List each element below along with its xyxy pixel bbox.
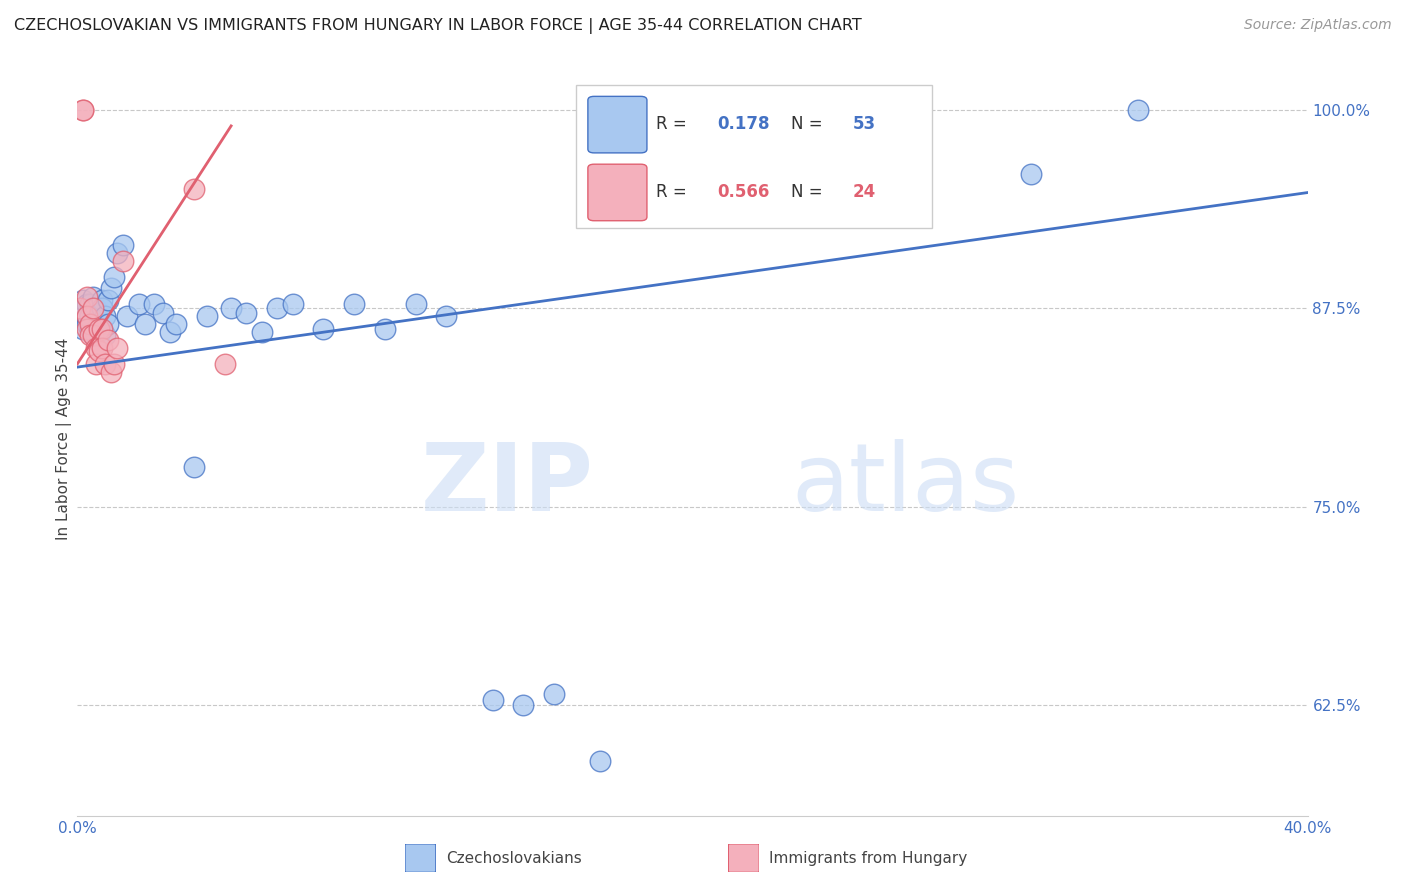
Point [312, 322, 335, 336]
Point [103, 357, 125, 371]
Point [100, 365, 122, 379]
Point [79, 328, 101, 343]
Point [436, 310, 458, 324]
Point [97, 318, 120, 332]
Point [90, 293, 114, 308]
Text: 0.178: 0.178 [717, 115, 769, 133]
Point [82, 290, 104, 304]
Point [90, 341, 114, 355]
Point [1019, 167, 1042, 181]
Point [128, 296, 150, 310]
Point [112, 253, 135, 268]
Point [405, 296, 427, 310]
Point [90, 322, 114, 336]
FancyBboxPatch shape [575, 85, 932, 228]
Point [100, 281, 122, 295]
Text: 24: 24 [852, 183, 876, 201]
Point [250, 325, 273, 339]
Point [103, 269, 125, 284]
Point [76, 318, 98, 332]
Point [72, 322, 94, 336]
Text: 53: 53 [852, 115, 876, 133]
FancyBboxPatch shape [405, 844, 436, 872]
Text: R =: R = [655, 183, 692, 201]
Point [87, 328, 110, 343]
Point [94, 310, 117, 324]
Point [266, 301, 288, 316]
Point [84, 341, 107, 355]
Point [84, 328, 107, 343]
Point [87, 306, 110, 320]
Point [97, 293, 120, 308]
FancyBboxPatch shape [588, 96, 647, 153]
Point [105, 341, 128, 355]
Point [76, 296, 98, 310]
Text: atlas: atlas [792, 439, 1019, 531]
Point [115, 310, 138, 324]
Point [134, 318, 156, 332]
Point [105, 245, 128, 260]
Point [76, 310, 98, 324]
Point [219, 301, 242, 316]
Point [87, 344, 110, 359]
Point [72, 293, 94, 308]
Point [79, 318, 101, 332]
Point [76, 322, 98, 336]
Point [72, 103, 94, 117]
Point [281, 296, 304, 310]
FancyBboxPatch shape [728, 844, 759, 872]
Text: N =: N = [792, 115, 828, 133]
Point [84, 301, 107, 316]
Text: N =: N = [792, 183, 828, 201]
Point [143, 296, 166, 310]
Point [84, 322, 107, 336]
Point [165, 318, 187, 332]
Point [1128, 103, 1150, 117]
Text: 0.566: 0.566 [717, 183, 769, 201]
Point [69, 306, 91, 320]
Point [76, 290, 98, 304]
Point [82, 328, 104, 343]
Point [90, 301, 114, 316]
Point [82, 301, 104, 316]
Point [183, 460, 205, 475]
Point [543, 687, 565, 701]
Point [97, 333, 120, 347]
Point [94, 328, 117, 343]
Point [84, 357, 107, 371]
Point [159, 325, 181, 339]
Point [87, 322, 110, 336]
Y-axis label: In Labor Force | Age 35-44: In Labor Force | Age 35-44 [56, 338, 72, 541]
Text: R =: R = [655, 115, 692, 133]
Point [69, 301, 91, 316]
Point [94, 357, 117, 371]
Text: Immigrants from Hungary: Immigrants from Hungary [769, 851, 967, 865]
Point [90, 322, 114, 336]
Point [481, 693, 503, 707]
Point [152, 306, 174, 320]
Text: Source: ZipAtlas.com: Source: ZipAtlas.com [1244, 18, 1392, 32]
Point [79, 296, 101, 310]
Point [374, 322, 396, 336]
Point [183, 182, 205, 196]
Point [235, 306, 257, 320]
Point [112, 238, 135, 252]
Point [72, 103, 94, 117]
Point [214, 357, 236, 371]
Text: ZIP: ZIP [422, 439, 595, 531]
Point [82, 328, 104, 343]
Text: Czechoslovakians: Czechoslovakians [446, 851, 582, 865]
Point [343, 296, 366, 310]
Point [195, 310, 218, 324]
Point [79, 310, 101, 324]
Point [79, 322, 101, 336]
Point [589, 754, 612, 768]
Point [82, 310, 104, 324]
FancyBboxPatch shape [588, 164, 647, 220]
Point [76, 310, 98, 324]
Text: CZECHOSLOVAKIAN VS IMMIGRANTS FROM HUNGARY IN LABOR FORCE | AGE 35-44 CORRELATIO: CZECHOSLOVAKIAN VS IMMIGRANTS FROM HUNGA… [14, 18, 862, 34]
Point [512, 698, 534, 712]
